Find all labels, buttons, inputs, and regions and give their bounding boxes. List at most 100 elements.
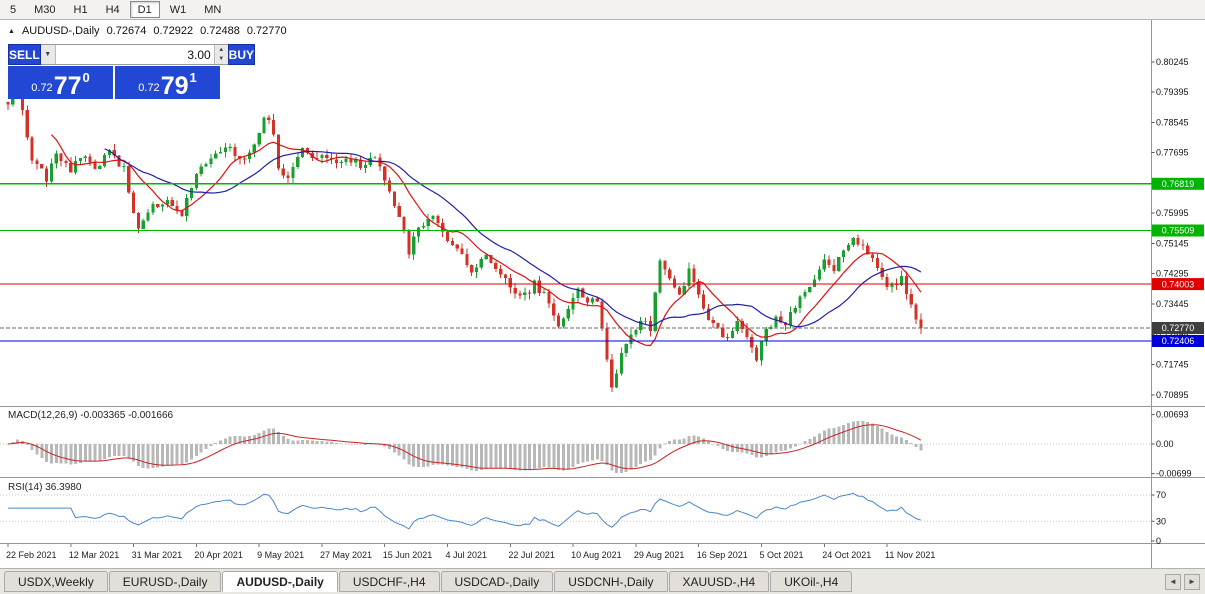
svg-text:-0.00699: -0.00699 <box>1156 469 1192 479</box>
svg-text:0.73445: 0.73445 <box>1156 299 1189 309</box>
moving-average-fast-line <box>51 134 922 347</box>
tab-scroll-controls: ◄ ► <box>1165 571 1200 592</box>
chart-tab-audusd-daily[interactable]: AUDUSD-,Daily <box>222 571 338 592</box>
svg-text:29 Aug 2021: 29 Aug 2021 <box>634 550 685 560</box>
line-price-badge: 0.74003 <box>1152 278 1204 291</box>
line-price-badge: 0.75509 <box>1152 224 1204 237</box>
volume-dropdown-button[interactable]: ▼ <box>40 45 56 64</box>
buy-button[interactable]: BUY <box>227 44 256 65</box>
sell-price-sup: 0 <box>82 70 90 85</box>
symbol-label: AUDUSD-,Daily <box>21 25 100 37</box>
svg-text:12 Mar 2021: 12 Mar 2021 <box>69 550 120 560</box>
buy-price-sup: 1 <box>189 70 197 85</box>
macd-signal-line <box>7 424 922 471</box>
svg-text:0.75995: 0.75995 <box>1156 208 1189 218</box>
ohlc-low: 0.72488 <box>200 25 240 37</box>
svg-text:0.77695: 0.77695 <box>1156 148 1189 158</box>
sell-price-small: 0.72 <box>31 82 53 94</box>
buy-price[interactable]: 0.72 79 1 <box>115 66 220 99</box>
rsi-label: RSI(14) 36.3980 <box>8 482 82 493</box>
chart-tab-usdcad-daily[interactable]: USDCAD-,Daily <box>440 571 554 592</box>
ohlc-open: 0.72674 <box>106 25 147 37</box>
volume-up-button[interactable]: ▲ <box>213 45 228 55</box>
svg-text:0.72595: 0.72595 <box>1156 329 1189 339</box>
svg-text:22 Feb 2021: 22 Feb 2021 <box>6 550 57 560</box>
svg-text:0.78545: 0.78545 <box>1156 117 1189 127</box>
moving-average-slow-line <box>104 148 922 328</box>
svg-text:10 Aug 2021: 10 Aug 2021 <box>571 550 622 560</box>
panel-separators <box>0 20 1205 568</box>
svg-text:27 May 2021: 27 May 2021 <box>320 550 372 560</box>
svg-text:5 Oct 2021: 5 Oct 2021 <box>759 550 803 560</box>
svg-text:31 Mar 2021: 31 Mar 2021 <box>132 550 183 560</box>
timeframe-button-h4[interactable]: H4 <box>98 1 128 18</box>
chart-tab-ukoil-h4[interactable]: UKOil-,H4 <box>770 571 853 592</box>
ohlc-high: 0.72922 <box>153 25 194 37</box>
svg-text:22 Jul 2021: 22 Jul 2021 <box>508 550 555 560</box>
sell-price[interactable]: 0.72 77 0 <box>8 66 113 99</box>
svg-text:24 Oct 2021: 24 Oct 2021 <box>822 550 871 560</box>
svg-text:16 Sep 2021: 16 Sep 2021 <box>697 550 748 560</box>
svg-text:0.74003: 0.74003 <box>1162 279 1195 289</box>
chart-tab-eurusd-daily[interactable]: EURUSD-,Daily <box>108 571 222 592</box>
buy-price-small: 0.72 <box>138 82 160 94</box>
date-axis[interactable]: 22 Feb 2021 12 Mar 2021 31 Mar 2021 20 Apr … <box>6 544 935 560</box>
tabs-scroll-right-icon[interactable]: ► <box>1184 573 1200 590</box>
svg-text:0.75145: 0.75145 <box>1156 238 1189 248</box>
timeframe-toolbar: 5 M30 H1 H4 D1 W1 MN <box>0 0 1205 20</box>
collapse-triangle-icon: ▲ <box>8 27 15 35</box>
volume-input[interactable] <box>55 45 214 64</box>
timeframe-button-d1[interactable]: D1 <box>129 1 160 18</box>
svg-text:0.75509: 0.75509 <box>1162 226 1195 236</box>
horizontal-level-lines[interactable] <box>0 183 1152 342</box>
chart-tab-xauusd-h4[interactable]: XAUUSD-,H4 <box>668 571 770 592</box>
svg-text:11 Nov 2021: 11 Nov 2021 <box>885 550 935 560</box>
bid-price-badge: 0.72770 <box>1152 322 1204 334</box>
timeframe-button-5[interactable]: 5 <box>2 1 24 18</box>
timeframe-button-h1[interactable]: H1 <box>66 1 96 18</box>
ohlc-close: 0.72770 <box>246 25 287 37</box>
rsi-line <box>8 492 922 530</box>
one-click-trading-panel: SELL ▼ ▲ ▼ BUY 0.72 77 0 0 <box>8 44 256 99</box>
svg-text:30: 30 <box>1156 516 1166 526</box>
macd-histogram <box>6 420 923 474</box>
sell-button[interactable]: SELL <box>8 44 41 65</box>
sell-price-big: 77 <box>53 71 82 100</box>
svg-text:9 May 2021: 9 May 2021 <box>257 550 304 560</box>
svg-text:0.74295: 0.74295 <box>1156 269 1189 279</box>
candlestick-series <box>6 70 923 392</box>
price-axis[interactable]: 0.802450.793950.785450.776950.768450.759… <box>1151 57 1192 546</box>
tabs-scroll-left-icon[interactable]: ◄ <box>1165 573 1181 590</box>
timeframe-button-mn[interactable]: MN <box>196 1 229 18</box>
timeframe-button-m30[interactable]: M30 <box>26 1 63 18</box>
chart-tabs-list: USDX,Weekly EURUSD-,Daily AUDUSD-,Daily USD… <box>4 571 853 592</box>
svg-text:0.72406: 0.72406 <box>1162 336 1195 346</box>
svg-text:0.76819: 0.76819 <box>1162 179 1195 189</box>
svg-text:15 Jun 2021: 15 Jun 2021 <box>383 550 433 560</box>
price-chart-svg[interactable]: 0.802450.793950.785450.776950.768450.759… <box>0 20 1205 568</box>
svg-text:0.72770: 0.72770 <box>1162 323 1195 333</box>
svg-text:0.80245: 0.80245 <box>1156 57 1189 67</box>
chart-tab-usdcnh-daily[interactable]: USDCNH-,Daily <box>554 571 668 592</box>
svg-text:4 Jul 2021: 4 Jul 2021 <box>446 550 488 560</box>
chart-area[interactable]: 0.802450.793950.785450.776950.768450.759… <box>0 20 1205 568</box>
chart-symbol-header: ▲ AUDUSD-,Daily 0.72674 0.72922 0.72488 … <box>8 25 287 37</box>
svg-text:0.00: 0.00 <box>1156 439 1174 449</box>
svg-text:0.00693: 0.00693 <box>1156 410 1189 420</box>
svg-text:20 Apr 2021: 20 Apr 2021 <box>194 550 243 560</box>
timeframe-button-w1[interactable]: W1 <box>162 1 195 18</box>
svg-text:0: 0 <box>1156 536 1161 546</box>
line-price-badge: 0.72406 <box>1152 335 1204 347</box>
volume-control: ▼ ▲ ▼ <box>40 44 228 65</box>
svg-text:0.79395: 0.79395 <box>1156 87 1189 97</box>
svg-text:0.71745: 0.71745 <box>1156 360 1189 370</box>
chart-tabs: USDX,Weekly EURUSD-,Daily AUDUSD-,Daily USD… <box>0 568 1205 594</box>
chart-tab-usdchf-h4[interactable]: USDCHF-,H4 <box>338 571 440 592</box>
volume-down-button[interactable]: ▼ <box>213 54 228 64</box>
svg-text:70: 70 <box>1156 490 1166 500</box>
buy-price-big: 79 <box>160 71 189 100</box>
chart-tab-usdx-weekly[interactable]: USDX,Weekly <box>4 571 108 592</box>
macd-label: MACD(12,26,9) -0.003365 -0.001666 <box>8 410 174 421</box>
line-price-badge: 0.76819 <box>1152 177 1204 190</box>
